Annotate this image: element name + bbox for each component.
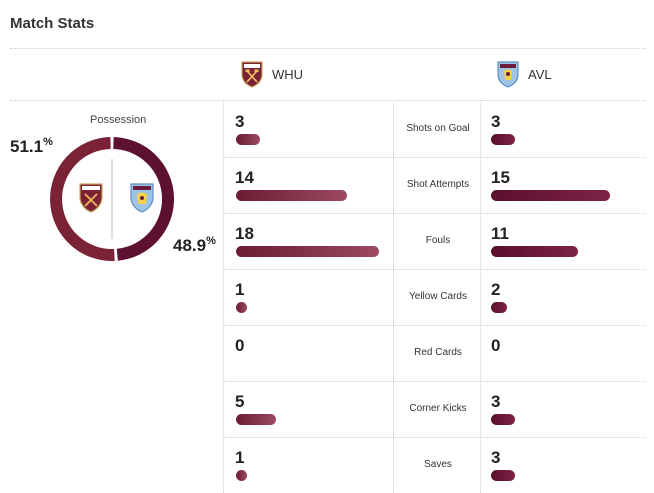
home-stat-bar <box>236 190 348 201</box>
label-column-left-divider <box>393 100 394 493</box>
away-stat-bar <box>491 134 515 145</box>
home-possession-value: 51.1 <box>10 137 44 156</box>
away-stat-bar <box>491 414 515 425</box>
aston-villa-crest-icon <box>496 60 520 88</box>
stat-row-divider <box>224 269 646 270</box>
stat-row-divider <box>224 325 646 326</box>
stat-row-divider <box>224 437 646 438</box>
home-possession-unit: % <box>43 136 53 148</box>
stat-row-divider <box>224 381 646 382</box>
stat-label: Shots on Goal <box>406 123 470 134</box>
label-column-right-divider <box>480 100 481 493</box>
stat-row-divider <box>224 157 646 158</box>
home-stat-bar <box>236 302 247 313</box>
away-stat-bar <box>491 246 579 257</box>
stat-label: Yellow Cards <box>409 291 467 302</box>
stat-row-divider <box>224 213 646 214</box>
home-stat-value: 14 <box>235 168 254 187</box>
away-stat-value: 0 <box>491 336 501 355</box>
home-stat-value: 0 <box>235 336 245 355</box>
aston-villa-crest-icon <box>130 183 154 213</box>
away-possession: 48.9% <box>173 235 216 256</box>
home-team-abbr: WHU <box>272 66 304 82</box>
possession-column-divider <box>223 100 224 493</box>
home-stat-value: 3 <box>235 112 245 131</box>
home-possession-arc <box>50 137 115 261</box>
stat-label: Shot Attempts <box>406 179 470 190</box>
home-team-header: WHU <box>240 60 303 88</box>
away-stat-value: 3 <box>491 448 501 467</box>
away-stat-bar <box>491 302 507 313</box>
home-stat-value: 1 <box>235 280 245 299</box>
possession-label: Possession <box>90 114 147 126</box>
stat-label: Saves <box>424 459 452 470</box>
away-possession-arc <box>113 137 174 261</box>
away-stat-value: 3 <box>491 112 501 131</box>
away-stat-value: 2 <box>491 280 501 299</box>
home-stat-value: 1 <box>235 448 245 467</box>
home-stat-bar <box>236 134 260 145</box>
panel-title: Match Stats <box>10 15 95 32</box>
stat-label: Fouls <box>425 235 451 246</box>
home-stat-bar <box>236 470 247 481</box>
away-stat-value: 15 <box>491 168 510 187</box>
west-ham-crest-icon <box>240 60 264 88</box>
away-possession-unit: % <box>206 235 216 247</box>
home-possession: 51.1% <box>10 136 53 157</box>
stat-label: Corner Kicks <box>409 403 467 414</box>
home-stat-bar <box>236 414 276 425</box>
header-divider <box>10 48 646 49</box>
away-stat-bar <box>491 190 611 201</box>
home-stat-value: 5 <box>235 392 245 411</box>
home-stat-value: 18 <box>235 224 254 243</box>
team-header-divider <box>10 100 646 101</box>
away-possession-value: 48.9 <box>173 236 207 255</box>
possession-donut-chart <box>50 137 174 261</box>
home-stat-bar <box>236 246 379 257</box>
away-stat-bar <box>491 470 515 481</box>
away-stat-value: 3 <box>491 392 501 411</box>
away-team-abbr: AVL <box>528 66 552 82</box>
away-stat-value: 11 <box>491 224 509 243</box>
stat-label: Red Cards <box>414 347 462 358</box>
west-ham-crest-icon <box>79 183 103 213</box>
away-team-header: AVL <box>496 60 552 88</box>
